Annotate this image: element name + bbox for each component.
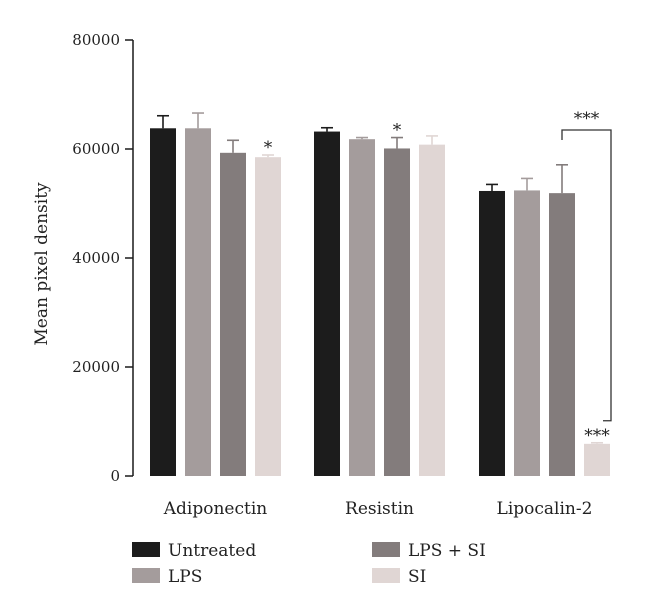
legend-swatch	[132, 542, 160, 557]
y-tick-label: 60000	[72, 140, 120, 158]
bar	[419, 144, 445, 476]
x-tick-label: Lipocalin-2	[497, 499, 593, 519]
legend-swatch	[372, 542, 400, 557]
y-axis-title: Mean pixel density	[32, 182, 52, 346]
significance-label: *	[393, 121, 402, 141]
bar	[514, 190, 540, 477]
y-tick-label: 0	[110, 467, 120, 485]
bar	[255, 157, 281, 477]
bar	[185, 128, 211, 477]
bar	[584, 443, 610, 476]
legend-swatch	[372, 568, 400, 583]
y-tick-label: 80000	[72, 31, 120, 49]
bar	[549, 193, 575, 476]
x-tick-label: Adiponectin	[163, 499, 268, 519]
significance-bracket	[561, 129, 612, 422]
bar	[349, 139, 375, 476]
x-tick-label: Resistin	[345, 499, 414, 519]
legend-label: Untreated	[168, 541, 256, 561]
bar	[479, 190, 505, 476]
legend-label: LPS	[168, 567, 202, 587]
legend-label: LPS + SI	[408, 541, 486, 561]
significance-label: ***	[584, 426, 610, 446]
legend-label: SI	[408, 567, 426, 587]
y-tick-label: 20000	[72, 358, 120, 376]
legend-swatch	[132, 568, 160, 583]
significance-label: *	[264, 138, 273, 158]
y-tick-label: 40000	[72, 249, 120, 267]
bar	[314, 131, 340, 476]
bar	[150, 128, 176, 477]
bar	[384, 148, 410, 476]
bar	[220, 152, 246, 476]
bracket-label: ***	[574, 109, 600, 129]
